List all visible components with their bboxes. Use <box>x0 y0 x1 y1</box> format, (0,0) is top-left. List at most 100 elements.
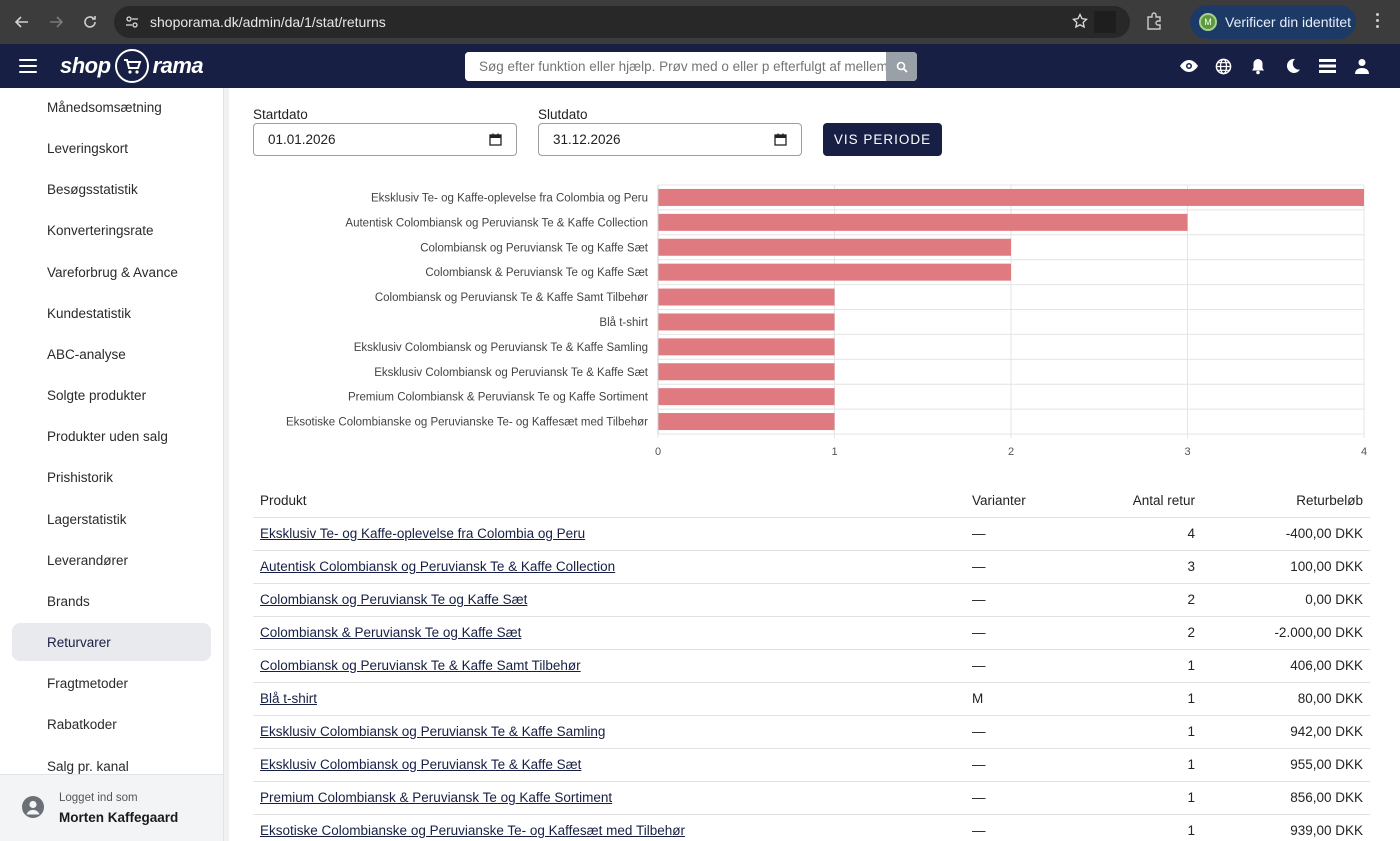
product-link[interactable]: Colombiansk og Peruviansk Te og Kaffe Sæ… <box>260 592 528 607</box>
sidebar-item-lagerstatistik[interactable]: Lagerstatistik <box>12 500 211 538</box>
cell-count: 1 <box>1105 682 1202 716</box>
chart-svg: 0 1 2 3 4 Eksklusiv Te- og Kaffe-oplevelse fr… <box>286 184 1367 458</box>
reload-button[interactable] <box>76 8 104 36</box>
sidebar-item-brands[interactable]: Brands <box>12 582 211 620</box>
cell-amount: -2.000,00 DKK <box>1202 616 1370 650</box>
table-row: Premium Colombiansk & Peruviansk Te og K… <box>253 781 1370 815</box>
eye-icon[interactable] <box>1178 57 1200 75</box>
cell-amount: 942,00 DKK <box>1202 715 1370 749</box>
cell-count: 1 <box>1105 814 1202 841</box>
product-link[interactable]: Eksklusiv Colombiansk og Peruviansk Te &… <box>260 757 582 772</box>
sidebar-item-fragtmetoder[interactable]: Fragtmetoder <box>12 664 211 702</box>
cell-count: 2 <box>1105 616 1202 650</box>
search-button[interactable] <box>886 52 917 81</box>
cell-amount: 856,00 DKK <box>1202 781 1370 815</box>
col-header-variants[interactable]: Varianter <box>965 484 1105 518</box>
bar <box>658 388 835 406</box>
product-link[interactable]: Eksotiske Colombianske og Peruvianske Te… <box>260 823 685 838</box>
sidebar-item-rabatkoder[interactable]: Rabatkoder <box>12 705 211 743</box>
start-date-value: 01.01.2026 <box>268 132 336 147</box>
search-input[interactable] <box>465 52 886 81</box>
browser-menu-icon[interactable] <box>1376 13 1380 31</box>
calendar-icon[interactable] <box>489 133 502 149</box>
cell-product: Premium Colombiansk & Peruviansk Te og K… <box>253 781 965 815</box>
product-link[interactable]: Eksklusiv Te- og Kaffe-oplevelse fra Col… <box>260 526 586 541</box>
sidebar-user-footer[interactable]: Logget ind som Morten Kaffegaard <box>0 774 223 841</box>
calendar-icon[interactable] <box>774 133 787 149</box>
x-tick-label: 0 <box>655 446 661 458</box>
bar <box>658 188 1364 206</box>
sidebar-item-salg-pr-kanal[interactable]: Salg pr. kanal <box>12 747 211 785</box>
start-date-input[interactable]: 01.01.2026 <box>253 123 517 156</box>
col-header-count[interactable]: Antal retur <box>1105 484 1202 518</box>
sidebar-item-label: Returvarer <box>47 634 111 650</box>
menu-icon[interactable] <box>19 59 37 73</box>
back-button[interactable] <box>8 8 36 36</box>
col-header-product[interactable]: Produkt <box>253 484 965 518</box>
product-link[interactable]: Autentisk Colombiansk og Peruviansk Te &… <box>260 559 616 574</box>
cell-amount: 0,00 DKK <box>1202 583 1370 617</box>
col-header-amount[interactable]: Returbeløb <box>1202 484 1370 518</box>
cell-count: 2 <box>1105 583 1202 617</box>
cell-variants: — <box>965 583 1105 617</box>
url-text[interactable]: shoporama.dk/admin/da/1/stat/returns <box>150 14 386 30</box>
bell-icon[interactable] <box>1247 57 1269 75</box>
site-settings-icon[interactable] <box>122 12 142 32</box>
category-label: Blå t-shirt <box>599 317 648 329</box>
cell-variants: — <box>965 814 1105 841</box>
cell-count: 1 <box>1105 781 1202 815</box>
sidebar-item-label: Besøgsstatistik <box>47 181 138 197</box>
extension-slot[interactable] <box>1094 11 1116 33</box>
sidebar-item-leveringskort[interactable]: Leveringskort <box>12 129 211 167</box>
table-row: Colombiansk & Peruviansk Te og Kaffe Sæt… <box>253 616 1370 650</box>
sidebar-item-maanedsomsaetning[interactable]: Månedsomsætning <box>12 88 211 126</box>
cell-product: Eksklusiv Colombiansk og Peruviansk Te &… <box>253 748 965 782</box>
x-tick-label: 2 <box>1008 446 1014 458</box>
cell-amount: 100,00 DKK <box>1202 550 1370 584</box>
cell-amount: 955,00 DKK <box>1202 748 1370 782</box>
logo-text-right: rama <box>152 53 204 78</box>
sidebar-item-prishistorik[interactable]: Prishistorik <box>12 458 211 496</box>
category-label: Premium Colombiansk & Peruviansk Te og K… <box>348 392 649 404</box>
cell-product: Eksklusiv Colombiansk og Peruviansk Te &… <box>253 715 965 749</box>
cell-variants: — <box>965 748 1105 782</box>
sidebar-item-abc-analyse[interactable]: ABC-analyse <box>12 335 211 373</box>
shoporama-logo[interactable]: shop rama <box>60 48 204 84</box>
cell-count: 1 <box>1105 715 1202 749</box>
sidebar-item-solgte-produkter[interactable]: Solgte produkter <box>12 376 211 414</box>
product-link[interactable]: Colombiansk og Peruviansk Te & Kaffe Sam… <box>260 658 581 673</box>
product-link[interactable]: Blå t-shirt <box>260 691 318 706</box>
sidebar-item-label: Vareforbrug & Avance <box>47 264 178 280</box>
product-link[interactable]: Colombiansk & Peruviansk Te og Kaffe Sæt <box>260 625 522 640</box>
cell-product: Eksotiske Colombianske og Peruvianske Te… <box>253 814 965 841</box>
sidebar-item-returvarer[interactable]: Returvarer <box>12 623 211 661</box>
cell-product: Autentisk Colombiansk og Peruviansk Te &… <box>253 550 965 584</box>
address-bar[interactable]: shoporama.dk/admin/da/1/stat/returns <box>114 6 1130 38</box>
end-date-input[interactable]: 31.12.2026 <box>538 123 802 156</box>
sidebar-item-label: Konverteringsrate <box>47 222 154 238</box>
moon-icon[interactable] <box>1282 57 1304 75</box>
table-body: Eksklusiv Te- og Kaffe-oplevelse fra Col… <box>253 517 1370 841</box>
sidebar-item-vareforbrug[interactable]: Vareforbrug & Avance <box>12 253 211 291</box>
forward-button[interactable] <box>42 8 70 36</box>
cell-variants: — <box>965 715 1105 749</box>
sidebar-item-konverteringsrate[interactable]: Konverteringsrate <box>12 211 211 249</box>
product-link[interactable]: Premium Colombiansk & Peruviansk Te og K… <box>260 790 613 805</box>
sidebar-item-besoegsstatistik[interactable]: Besøgsstatistik <box>12 170 211 208</box>
sidebar-item-kundestatistik[interactable]: Kundestatistik <box>12 294 211 332</box>
sidebar-item-leverandoerer[interactable]: Leverandører <box>12 541 211 579</box>
globe-icon[interactable] <box>1213 57 1235 75</box>
product-link[interactable]: Eksklusiv Colombiansk og Peruviansk Te &… <box>260 724 606 739</box>
category-label: Colombiansk og Peruviansk Te og Kaffe Sæ… <box>420 242 649 254</box>
cell-amount: 406,00 DKK <box>1202 649 1370 683</box>
bookmark-star-icon[interactable] <box>1071 12 1089 34</box>
sidebar-item-produkter-uden-salg[interactable]: Produkter uden salg <box>12 417 211 455</box>
x-tick-label: 1 <box>831 446 837 458</box>
user-icon[interactable] <box>1351 57 1373 75</box>
sidebar-item-label: Produkter uden salg <box>47 428 168 444</box>
verify-identity-button[interactable]: M Verificer din identitet <box>1190 5 1356 39</box>
show-period-button[interactable]: VIS PERIODE <box>823 123 942 156</box>
sidebar-item-label: Prishistorik <box>47 469 114 485</box>
extensions-puzzle-icon[interactable] <box>1144 11 1164 36</box>
stack-icon[interactable] <box>1316 57 1338 75</box>
